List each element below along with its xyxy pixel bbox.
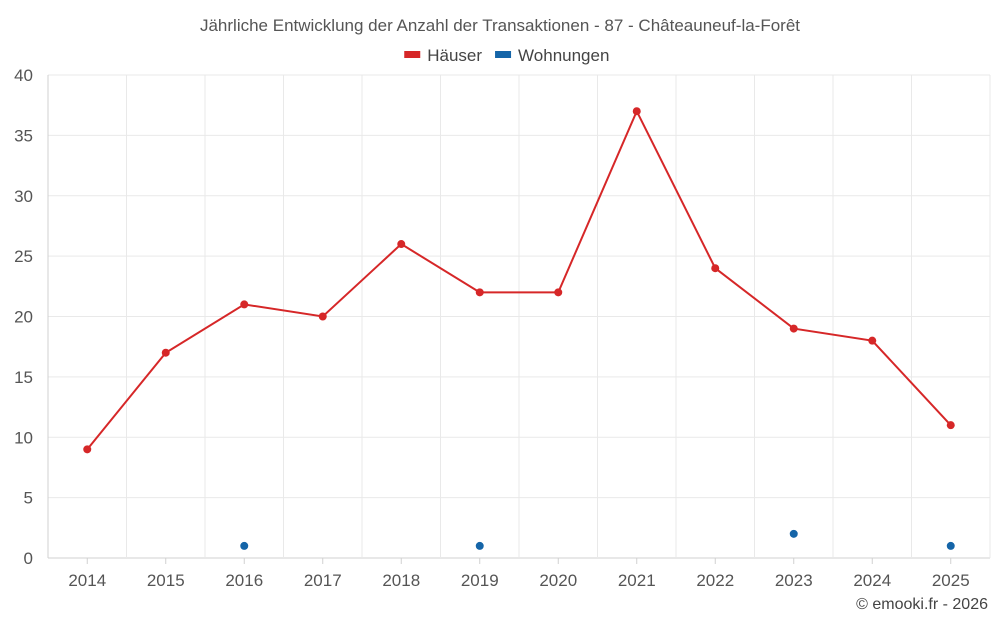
data-point[interactable] xyxy=(632,107,641,116)
data-point[interactable] xyxy=(240,541,249,550)
data-point[interactable] xyxy=(554,288,563,297)
data-point[interactable] xyxy=(475,288,484,297)
grid xyxy=(47,74,991,559)
legend-item[interactable]: Wohnungen xyxy=(495,46,609,65)
x-tick-label: 2014 xyxy=(68,571,106,590)
chart-title: Jährliche Entwicklung der Anzahl der Tra… xyxy=(200,16,800,35)
series-2 xyxy=(240,529,955,550)
legend-swatch xyxy=(404,51,421,58)
y-tick-label: 20 xyxy=(14,308,33,327)
y-tick-label: 5 xyxy=(24,489,33,508)
data-point[interactable] xyxy=(789,529,798,538)
y-tick-label: 35 xyxy=(14,126,33,145)
x-tick-label: 2024 xyxy=(853,571,891,590)
legend-swatch xyxy=(495,51,512,58)
series xyxy=(83,107,955,550)
copyright-credit: © emooki.fr - 2026 xyxy=(856,596,988,613)
x-tick-label: 2018 xyxy=(382,571,420,590)
data-point[interactable] xyxy=(946,421,955,430)
y-tick-label: 40 xyxy=(14,66,33,85)
data-point[interactable] xyxy=(711,264,720,273)
data-point[interactable] xyxy=(789,324,798,333)
y-tick-label: 30 xyxy=(14,187,33,206)
x-tick-label: 2019 xyxy=(461,571,499,590)
data-point[interactable] xyxy=(240,300,249,309)
x-tick-label: 2016 xyxy=(225,571,263,590)
y-tick-label: 15 xyxy=(14,368,33,387)
series-1 xyxy=(83,107,955,454)
series-line xyxy=(86,108,952,450)
data-point[interactable] xyxy=(397,240,406,249)
data-point[interactable] xyxy=(946,541,955,550)
legend-item[interactable]: Häuser xyxy=(404,46,482,65)
data-point[interactable] xyxy=(83,445,92,454)
y-tick-label: 0 xyxy=(24,549,33,568)
x-tick-label: 2015 xyxy=(147,571,185,590)
data-point[interactable] xyxy=(161,348,170,357)
data-point[interactable] xyxy=(475,541,484,550)
legend-label: Wohnungen xyxy=(518,46,609,65)
y-tick-label: 25 xyxy=(14,247,33,266)
data-point[interactable] xyxy=(868,336,877,345)
x-tick-label: 2017 xyxy=(304,571,342,590)
x-tick-label: 2020 xyxy=(539,571,577,590)
x-tick-label: 2021 xyxy=(618,571,656,590)
x-tick-label: 2022 xyxy=(696,571,734,590)
data-point[interactable] xyxy=(318,312,327,321)
x-tick-label: 2023 xyxy=(775,571,813,590)
legend: Häuser Wohnungen xyxy=(404,46,609,65)
y-tick-label: 10 xyxy=(14,428,33,447)
x-tick-label: 2025 xyxy=(932,571,970,590)
legend-label: Häuser xyxy=(427,46,482,65)
